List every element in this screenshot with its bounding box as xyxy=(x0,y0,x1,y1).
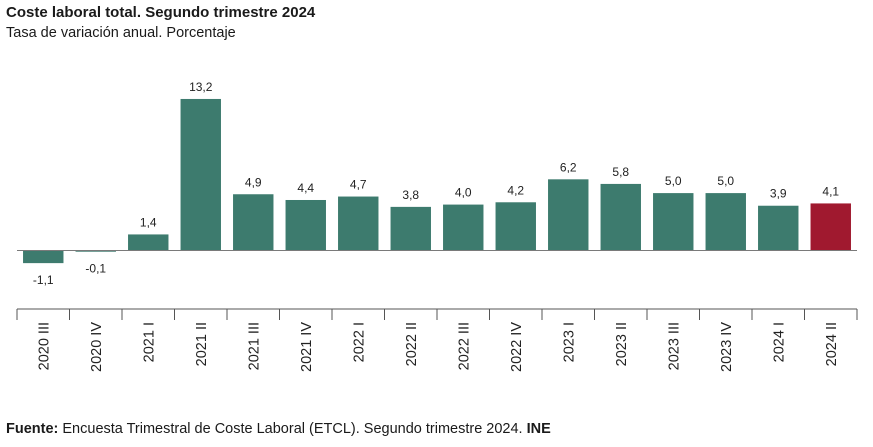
value-label: 5,8 xyxy=(612,165,629,179)
x-tick-label: 2020 IV xyxy=(89,322,105,372)
value-label: 13,2 xyxy=(189,80,213,94)
value-label: 3,8 xyxy=(402,188,419,202)
x-tick-label: 2021 I xyxy=(141,322,157,362)
source-note: Fuente: Encuesta Trimestral de Coste Lab… xyxy=(6,421,551,437)
value-label: 5,0 xyxy=(665,174,682,188)
x-tick-label: 2023 III xyxy=(666,322,682,370)
bar-2022-I xyxy=(338,196,379,251)
chart-title: Coste laboral total. Segundo trimestre 2… xyxy=(6,4,316,21)
bar-2022-IV xyxy=(495,202,536,251)
bar-2023-III xyxy=(653,193,694,251)
x-tick-label: 2021 IV xyxy=(299,322,315,372)
x-tick-label: 2022 I xyxy=(351,322,367,362)
bar-2022-III xyxy=(443,204,484,251)
value-label: 1,4 xyxy=(140,215,157,229)
value-label: 6,2 xyxy=(560,160,577,174)
bar-2024-II xyxy=(810,203,851,251)
source-text: Encuesta Trimestral de Coste Laboral (ET… xyxy=(62,421,523,437)
value-label: 4,2 xyxy=(507,183,524,197)
bar-2023-I xyxy=(548,179,589,251)
value-label: 4,7 xyxy=(350,178,367,192)
x-tick-label: 2023 II xyxy=(614,322,630,366)
source-label: Fuente: xyxy=(6,421,59,437)
bar-2020-IV xyxy=(75,250,116,252)
x-tick-label: 2022 III xyxy=(456,322,472,370)
chart-subtitle: Tasa de variación anual. Porcentaje xyxy=(6,25,236,41)
x-tick-label: 2024 II xyxy=(824,322,840,366)
x-tick-label: 2021 III xyxy=(246,322,262,370)
x-tick-label: 2023 I xyxy=(561,322,577,362)
bar-2021-II xyxy=(180,98,221,251)
x-tick-label: 2020 III xyxy=(36,322,52,370)
value-label: 4,9 xyxy=(245,175,262,189)
value-label: -1,1 xyxy=(33,273,54,287)
x-tick-label: 2022 IV xyxy=(509,322,525,372)
bar-2023-II xyxy=(600,183,641,251)
value-label: 3,9 xyxy=(770,187,787,201)
value-label: -0,1 xyxy=(85,262,106,276)
x-tick-label: 2021 II xyxy=(194,322,210,366)
bars-group xyxy=(23,98,851,264)
x-axis: 2020 III 2020 IV 2021 I 2021 II 2021 III 2021… xyxy=(16,308,858,372)
value-label: 5,0 xyxy=(717,174,734,188)
value-label: 4,1 xyxy=(822,184,839,198)
value-labels-group: -1,1 -0,1 1,4 13,2 4,9 4,4 4,7 3,8 4,0 4,2 6,2 5,8 5… xyxy=(33,80,840,287)
bar-2021-IV xyxy=(285,199,326,251)
value-label: 4,4 xyxy=(297,181,314,195)
bar-2024-I xyxy=(758,205,799,251)
x-tick-label: 2024 I xyxy=(771,322,787,362)
x-tick-label: 2022 II xyxy=(404,322,420,366)
bar-2021-I xyxy=(128,234,169,251)
source-org: INE xyxy=(526,421,551,437)
bar-2023-IV xyxy=(705,193,746,251)
bar-2022-II xyxy=(390,206,431,251)
x-tick-label: 2023 IV xyxy=(719,322,735,372)
value-label: 4,0 xyxy=(455,186,472,200)
bar-2021-III xyxy=(233,194,274,251)
bar-2020-III xyxy=(23,250,64,264)
